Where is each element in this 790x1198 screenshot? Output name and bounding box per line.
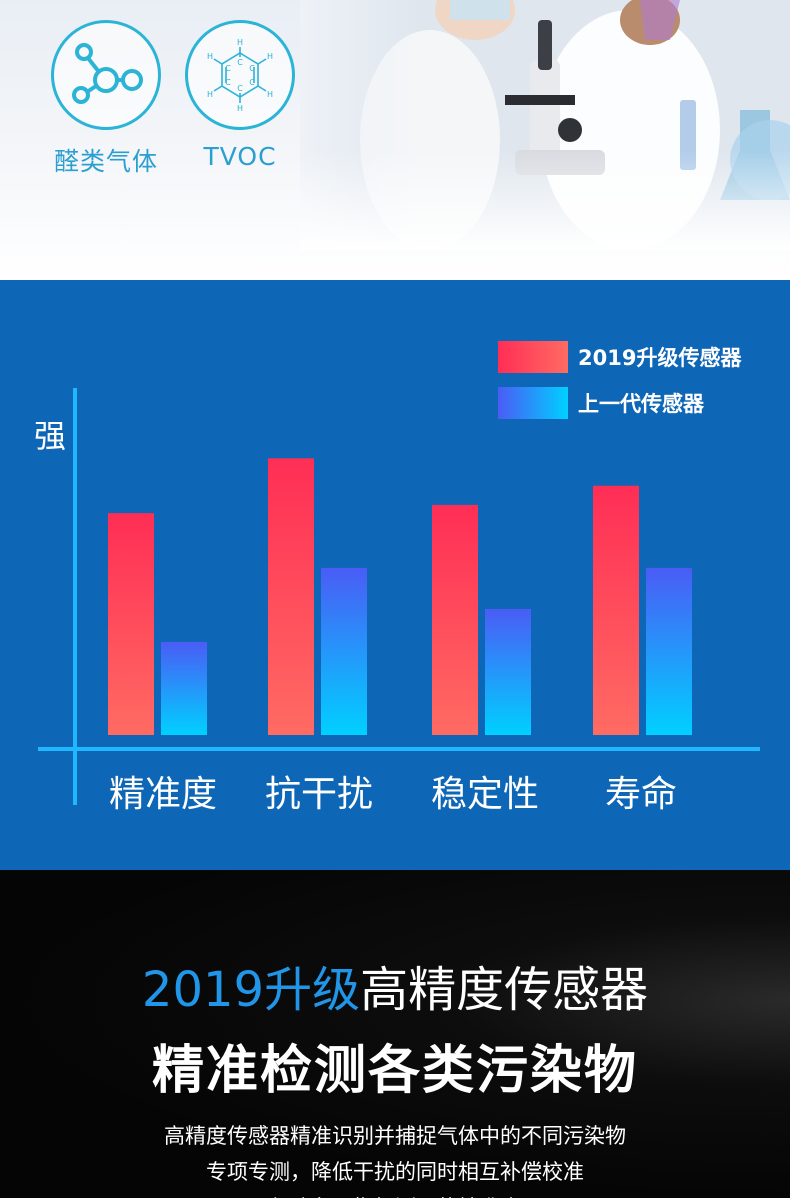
- feature-label: 醛类气体: [53, 147, 158, 176]
- category-label-accuracy: 精准度: [108, 774, 217, 815]
- category-label-anti-interference: 抗干扰: [264, 774, 373, 815]
- svg-text:C: C: [225, 78, 231, 87]
- description-line: 专项专测，降低干扰的同时相互补偿校准: [206, 1160, 584, 1184]
- svg-text:C: C: [249, 64, 255, 73]
- bar-old-sensor: [321, 567, 367, 735]
- comparison-chart-section: 强 2019升级传感器 上一代传感器 精准度 抗干扰 稳定性 寿命: [0, 280, 790, 870]
- category-label-stability: 稳定性: [430, 774, 539, 815]
- bar-new-sensor: [593, 485, 639, 735]
- svg-text:H: H: [207, 52, 213, 61]
- headline-accent: 2019升级: [141, 962, 361, 1018]
- svg-text:C: C: [249, 78, 255, 87]
- bar-new-sensor: [108, 513, 154, 735]
- svg-text:C: C: [237, 58, 243, 67]
- legend-label: 上一代传感器: [578, 392, 704, 416]
- bar-old-sensor: [485, 609, 531, 735]
- bar-new-sensor: [432, 504, 478, 735]
- category-label-lifespan: 寿命: [604, 774, 677, 815]
- description: 高精度传感器精准识别并捕捉气体中的不同污染物 专项专测，降低干扰的同时相互补偿校…: [0, 1118, 790, 1198]
- legend-item-new-sensor: 2019升级传感器: [498, 341, 741, 373]
- molecule-icon: [51, 20, 161, 130]
- laboratory-background: [300, 0, 790, 250]
- feature-formaldehyde: 醛类气体: [46, 20, 166, 178]
- legend-swatch-old: [498, 387, 568, 419]
- bar-chart: [38, 388, 760, 805]
- legend-swatch-new: [498, 341, 568, 373]
- svg-text:H: H: [237, 104, 243, 113]
- bar-old-sensor: [161, 641, 207, 735]
- svg-text:H: H: [267, 90, 273, 99]
- chart-legend: 2019升级传感器 上一代传感器: [498, 341, 741, 433]
- bar-new-sensor: [268, 458, 314, 735]
- svg-text:H: H: [267, 52, 273, 61]
- description-section: 2019升级高精度传感器 精准检测各类污染物 高精度传感器精准识别并捕捉气体中的…: [0, 870, 790, 1198]
- description-line: 高精度传感器精准识别并捕捉气体中的不同污染物: [164, 1124, 626, 1148]
- description-line: 保障各项指标测量的精准度: [0, 1190, 790, 1198]
- bar-old-sensor: [646, 567, 692, 735]
- headline-rest: 高精度传感器: [360, 962, 649, 1018]
- subheadline: 精准检测各类污染物: [151, 1041, 638, 1101]
- svg-text:C: C: [225, 64, 231, 73]
- svg-text:C: C: [237, 84, 243, 93]
- legend-label: 2019升级传感器: [578, 346, 742, 370]
- svg-text:H: H: [207, 90, 213, 99]
- headline: 2019升级高精度传感器: [0, 950, 790, 1020]
- feature-label: TVOC: [203, 142, 277, 171]
- legend-item-old-sensor: 上一代传感器: [498, 387, 741, 419]
- svg-text:H: H: [237, 38, 243, 47]
- y-axis-label: 强: [34, 417, 67, 455]
- hero-section: 醛类气体 H H H H H H C: [0, 0, 790, 280]
